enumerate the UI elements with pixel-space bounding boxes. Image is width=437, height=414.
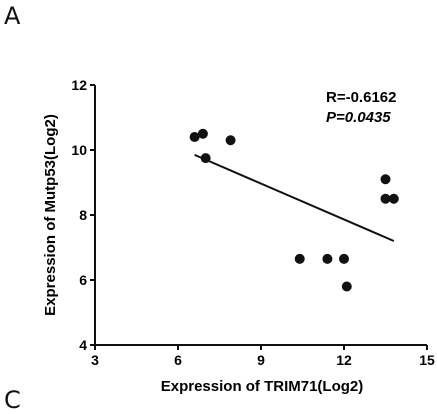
y-tick-label: 10 xyxy=(71,142,87,158)
data-point xyxy=(339,253,349,264)
r-value-label: R=-0.6162 xyxy=(326,89,396,106)
data-point xyxy=(189,132,200,142)
data-point xyxy=(380,193,391,204)
y-tick-label: 8 xyxy=(79,207,87,223)
ticks: 3 6 9 12 15 4 6 8 10 12 xyxy=(71,77,435,368)
p-value-label: P=0.0435 xyxy=(326,109,391,126)
trendline xyxy=(194,153,395,242)
data-point xyxy=(225,135,236,146)
data-point xyxy=(341,281,352,292)
data-point xyxy=(388,193,399,204)
data-point xyxy=(294,253,305,264)
x-tick-label: 9 xyxy=(257,352,265,368)
y-axis-title: Expression of Mutp53(Log2) xyxy=(42,114,59,316)
data-points xyxy=(189,128,399,292)
x-tick-label: 3 xyxy=(91,352,99,368)
data-point xyxy=(197,128,208,139)
data-point xyxy=(380,174,391,185)
data-point xyxy=(322,253,333,264)
data-point xyxy=(200,153,211,164)
x-tick-label: 6 xyxy=(174,352,182,368)
scatter-chart: 3 6 9 12 15 4 6 8 10 12 Expression of TRIM71(Log2… xyxy=(42,77,435,395)
x-axis-title: Expression of TRIM71(Log2) xyxy=(161,378,364,395)
y-tick-label: 4 xyxy=(79,337,87,353)
x-tick-label: 15 xyxy=(419,352,435,368)
x-tick-label: 12 xyxy=(336,352,352,368)
y-tick-label: 12 xyxy=(71,77,87,93)
panel-label: A xyxy=(4,2,21,30)
trendline-group xyxy=(194,153,395,242)
y-tick-label: 6 xyxy=(79,272,87,288)
